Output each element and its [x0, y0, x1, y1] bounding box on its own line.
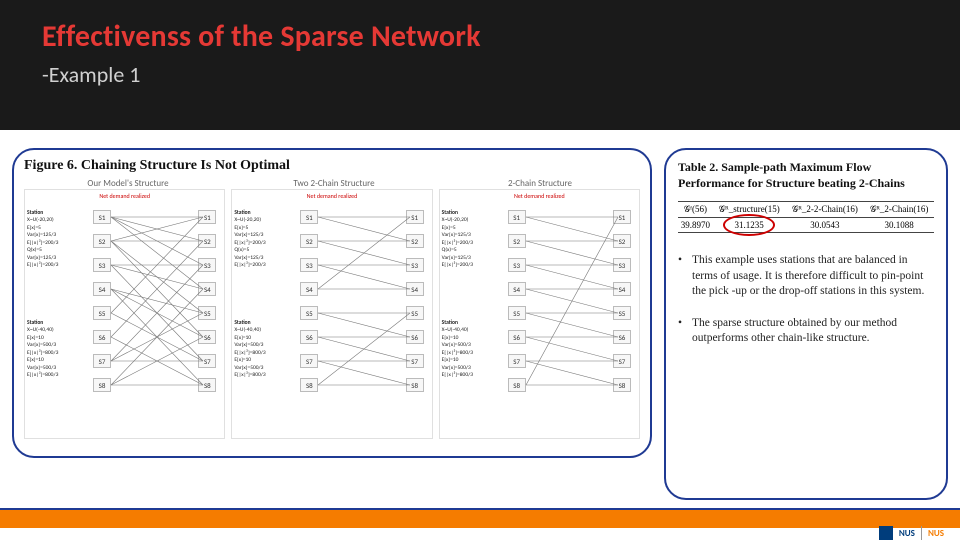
station-node: S3	[406, 258, 424, 272]
net-demand-label: Net demand realized	[307, 192, 358, 200]
station-node: S7	[93, 354, 111, 368]
station-node: S4	[93, 282, 111, 296]
net-demand-label: Net demand realized	[514, 192, 565, 200]
station-node: S1	[198, 210, 216, 224]
stats-upper: StationX~U(-20,20)E[x]=5Var[x]=125/3E[|x…	[234, 210, 265, 269]
panel-title: Two 2-Chain Structure	[234, 178, 434, 189]
panel-title: Our Model's Structure	[28, 178, 228, 189]
stats-lower: StationX~U(-40,40)E[x]=10Var[x]=500/3E[|…	[27, 320, 58, 379]
station-node: S7	[300, 354, 318, 368]
station-node: S2	[198, 234, 216, 248]
logo-separator	[921, 526, 922, 540]
station-node: S3	[93, 258, 111, 272]
station-node: S7	[406, 354, 424, 368]
nus-logo: NUS NUS	[879, 526, 944, 540]
station-node: S1	[406, 210, 424, 224]
station-node: S6	[93, 330, 111, 344]
figure6-container: Figure 6. Chaining Structure Is Not Opti…	[12, 148, 652, 458]
slide-header: Effectivenss of the Sparse Network -Exam…	[0, 0, 960, 130]
slide-title: Effectivenss of the Sparse Network	[42, 18, 918, 55]
stats-upper: StationX~U(-20,20)E[x]=5Var[x]=125/3E[|x…	[442, 210, 473, 269]
panel-title-row: Our Model's Structure Two 2-Chain Struct…	[28, 178, 640, 189]
station-node: S6	[508, 330, 526, 344]
station-node: S2	[508, 234, 526, 248]
station-node: S1	[93, 210, 111, 224]
content-area: Figure 6. Chaining Structure Is Not Opti…	[12, 148, 948, 500]
station-node: S1	[613, 210, 631, 224]
node-col-right: S1 S2 S3 S4 S5 S6 S7 S8	[406, 210, 424, 392]
bullet-item: The sparse structure obtained by our met…	[678, 316, 934, 347]
table-header: 𝒢ᶠ(56)	[678, 202, 713, 218]
station-node: S3	[198, 258, 216, 272]
bullet-list: This example uses stations that are bala…	[678, 253, 934, 347]
station-node: S2	[300, 234, 318, 248]
station-node: S3	[508, 258, 526, 272]
station-node: S2	[93, 234, 111, 248]
net-demand-label: Net demand realized	[99, 192, 150, 200]
table-cell: 39.8970	[678, 218, 713, 233]
figure6-panels: Net demand realized StationX~U(-20,20)E[x…	[24, 189, 640, 439]
station-node: S8	[93, 378, 111, 392]
station-node: S8	[300, 378, 318, 392]
station-node: S5	[508, 306, 526, 320]
station-node: S5	[406, 306, 424, 320]
station-node: S6	[613, 330, 631, 344]
station-node: S3	[613, 258, 631, 272]
station-node: S4	[406, 282, 424, 296]
station-node: S6	[406, 330, 424, 344]
station-node: S7	[613, 354, 631, 368]
stats-lower: StationX~U(-40,40)E[x]=10Var[x]=500/3E[|…	[442, 320, 473, 379]
table2: 𝒢ᶠ(56)𝒢ᴿ_structure(15)𝒢ᴿ_2-2-Chain(16)𝒢ᴿ…	[678, 201, 934, 233]
stats-upper: StationX~U(-20,20)E[x]=5Var[x]=125/3E[|x…	[27, 210, 58, 269]
node-col-right: S1 S2 S3 S4 S5 S6 S7 S8	[613, 210, 631, 392]
stats-lower: StationX~U(-40,40)E[x]=10Var[x]=500/3E[|…	[234, 320, 265, 379]
station-node: S7	[198, 354, 216, 368]
figure-panel: Net demand realized StationX~U(-20,20)E[x…	[231, 189, 432, 439]
station-node: S8	[406, 378, 424, 392]
station-node: S4	[508, 282, 526, 296]
station-node: S6	[198, 330, 216, 344]
node-col-right: S1 S2 S3 S4 S5 S6 S7 S8	[198, 210, 216, 392]
node-col-left: S1 S2 S3 S4 S5 S6 S7 S8	[93, 210, 111, 392]
table-header: 𝒢ᴿ_2-2-Chain(16)	[786, 202, 865, 218]
station-node: S8	[613, 378, 631, 392]
table2-wrap: 𝒢ᶠ(56)𝒢ᴿ_structure(15)𝒢ᴿ_2-2-Chain(16)𝒢ᴿ…	[678, 201, 934, 233]
station-node: S8	[198, 378, 216, 392]
panel-title: 2-Chain Structure	[440, 178, 640, 189]
station-node: S5	[300, 306, 318, 320]
station-node: S2	[406, 234, 424, 248]
logo-crest-icon	[879, 526, 893, 540]
station-node: S5	[198, 306, 216, 320]
station-node: S4	[300, 282, 318, 296]
table-cell: 30.1088	[864, 218, 934, 233]
bullet-item: This example uses stations that are bala…	[678, 253, 934, 300]
table-header: 𝒢ᴿ_2-Chain(16)	[864, 202, 934, 218]
slide-subtitle: -Example 1	[42, 61, 918, 88]
station-node: S5	[93, 306, 111, 320]
logo-text: NUS	[899, 528, 915, 539]
station-node: S1	[508, 210, 526, 224]
node-col-left: S1 S2 S3 S4 S5 S6 S7 S8	[300, 210, 318, 392]
footer-bar	[0, 510, 960, 528]
station-node: S8	[508, 378, 526, 392]
station-node: S2	[613, 234, 631, 248]
logo-text-right: NUS	[928, 528, 944, 539]
figure-panel: Net demand realized StationX~U(-20,20)E[x…	[439, 189, 640, 439]
station-node: S3	[300, 258, 318, 272]
station-node: S4	[198, 282, 216, 296]
figure6-caption: Figure 6. Chaining Structure Is Not Opti…	[24, 158, 640, 174]
node-col-left: S1 S2 S3 S4 S5 S6 S7 S8	[508, 210, 526, 392]
figure-panel: Net demand realized StationX~U(-20,20)E[x…	[24, 189, 225, 439]
station-node: S1	[300, 210, 318, 224]
table2-caption: Table 2. Sample-path Maximum Flow Perfor…	[678, 160, 934, 191]
station-node: S4	[613, 282, 631, 296]
station-node: S7	[508, 354, 526, 368]
table2-container: Table 2. Sample-path Maximum Flow Perfor…	[664, 148, 948, 500]
table-cell: 30.0543	[786, 218, 865, 233]
station-node: S5	[613, 306, 631, 320]
station-node: S6	[300, 330, 318, 344]
